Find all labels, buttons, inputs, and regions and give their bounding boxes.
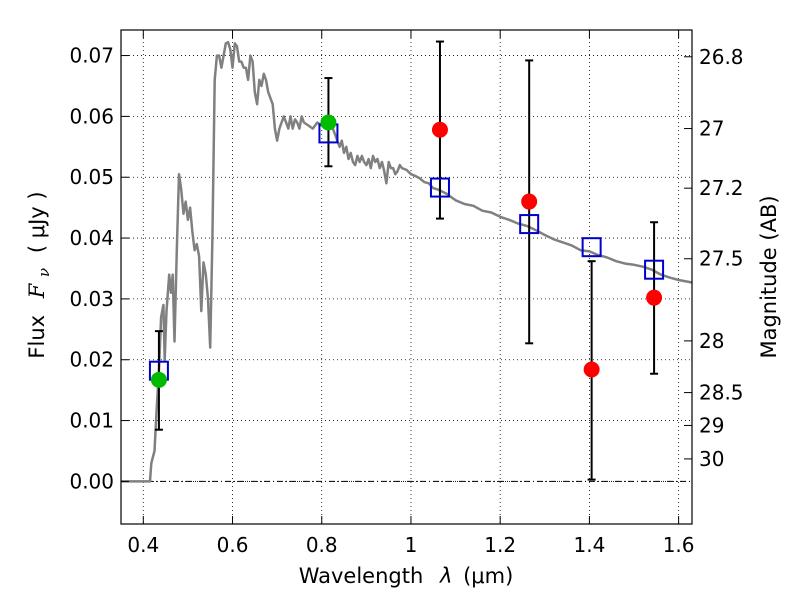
x-axis-label: Wavelength λ (μm) xyxy=(299,564,514,588)
detection-point-0 xyxy=(150,371,167,388)
y2-tick-label-2: 27.2 xyxy=(699,176,744,200)
plot-frame xyxy=(120,29,693,525)
limit-point-2 xyxy=(583,361,600,378)
y2-tick-label-7: 30 xyxy=(699,447,724,471)
y-tick-label-7: 0.07 xyxy=(69,44,114,68)
model-band-squares xyxy=(148,123,665,381)
x-tick-label-6: 1.6 xyxy=(663,533,695,557)
y2-tick-label-5: 28.5 xyxy=(699,381,744,405)
model-spectrum-line xyxy=(121,40,693,483)
y2-tick-label-0: 26.8 xyxy=(699,45,744,69)
model-band-square-4 xyxy=(581,237,602,258)
y-tick-label-4: 0.04 xyxy=(69,226,114,250)
y-tick-label-6: 0.06 xyxy=(69,104,114,128)
x-axis-label-text: Wavelength xyxy=(299,564,424,588)
model-band-square-3 xyxy=(519,214,540,235)
y-axis-label-subscript: ν xyxy=(35,268,53,277)
x-tick-label-0: 0.4 xyxy=(127,533,159,557)
y-tick-label-3: 0.03 xyxy=(69,287,114,311)
x-tick-label-5: 1.4 xyxy=(573,533,605,557)
model-band-square-2 xyxy=(429,177,450,198)
y-tick-label-2: 0.02 xyxy=(69,348,114,372)
y-tick-label-1: 0.01 xyxy=(69,409,114,433)
y2-tick-label-1: 27 xyxy=(699,117,724,141)
y-axis-label-unit: ( μJy ) xyxy=(25,191,49,253)
limit-point-0 xyxy=(431,121,448,138)
limit-point-1 xyxy=(521,193,538,210)
photometry-points xyxy=(150,114,663,388)
y-axis-label-symbol: F xyxy=(25,282,49,299)
x-axis-ticks: 0.4 0.6 0.8 1 1.2 1.4 1.6 xyxy=(127,30,695,557)
y2-tick-label-4: 28 xyxy=(699,329,724,353)
y2-axis-ticks: 26.8 27 27.2 27.5 28 28.5 29 30 xyxy=(684,45,744,471)
y-axis-label-text: Flux xyxy=(25,315,49,359)
limit-point-3 xyxy=(646,289,663,306)
y2-axis-label: Magnitude (AB) xyxy=(757,195,781,358)
y-axis-label: Flux F ν ( μJy ) xyxy=(25,191,54,358)
detection-point-1 xyxy=(320,114,337,131)
x-tick-label-4: 1.2 xyxy=(484,533,516,557)
y-tick-label-5: 0.05 xyxy=(69,165,114,189)
y-axis-ticks: 0.00 0.01 0.02 0.03 0.04 0.05 0.06 0.07 xyxy=(69,44,129,493)
x-tick-label-1: 0.6 xyxy=(217,533,249,557)
x-tick-label-3: 1 xyxy=(405,533,418,557)
x-axis-label-unit: (μm) xyxy=(463,564,513,588)
model-band-square-5 xyxy=(644,259,665,280)
x-axis-label-symbol: λ xyxy=(439,564,452,588)
error-bars xyxy=(154,40,659,481)
y2-tick-label-6: 29 xyxy=(699,413,724,437)
y2-tick-label-3: 27.5 xyxy=(699,247,744,271)
x-tick-label-2: 0.8 xyxy=(306,533,338,557)
y-tick-label-0: 0.00 xyxy=(69,469,114,493)
